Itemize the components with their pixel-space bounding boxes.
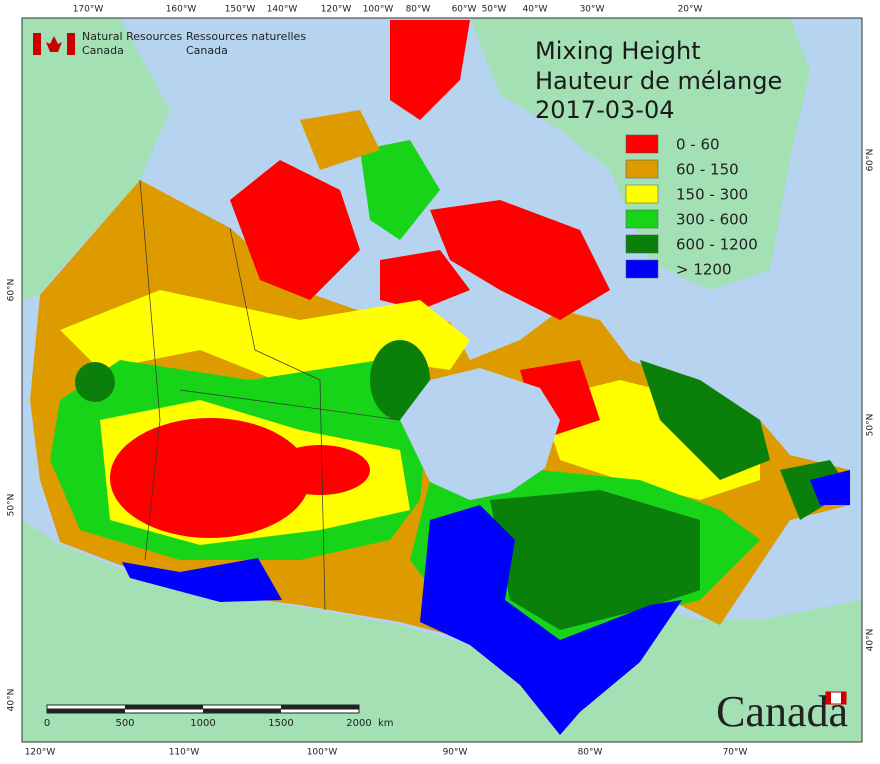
scale-bar [281,705,359,709]
arctic-island [300,110,380,170]
longitude-label: 20°W [678,5,703,15]
scale-label: 1000 [190,718,215,729]
alaska [22,18,170,300]
legend-label: 150 - 300 [676,186,748,204]
longitude-label: 80°W [406,5,431,15]
arctic-island [380,250,470,310]
zone [640,360,770,480]
arctic-island [230,160,360,300]
arctic-island [390,20,470,120]
agency-en: Canada [82,44,124,57]
scale-label: 1500 [268,718,293,729]
longitude-label: 40°W [523,5,548,15]
scale-label: 0 [44,718,50,729]
arctic-island [430,200,610,320]
longitude-label: 120°W [25,748,56,758]
flag-band [33,33,41,55]
legend-label: 600 - 1200 [676,236,758,254]
latitude-label: 60°N [7,279,17,302]
scale-label: 2000 [346,718,371,729]
greenland [470,18,810,290]
latitude-label: 40°N [866,629,876,652]
usa [22,520,862,742]
agency-fr: Canada [186,44,228,57]
agency-fr: Ressources naturelles [186,30,306,43]
zone [60,290,470,390]
title: Hauteur de mélange [535,67,782,95]
agency-en: Natural Resources [82,30,183,43]
hudson-bay [400,368,560,500]
legend-label: 300 - 600 [676,211,748,229]
legend-swatch [625,159,659,179]
longitude-label: 50°W [482,5,507,15]
latitude-label: 40°N [7,689,17,712]
longitude-label: 170°W [73,5,104,15]
longitude-label: 70°W [723,748,748,758]
legend-label: > 1200 [676,261,732,279]
latitude-label: 60°N [866,149,876,172]
longitude-label: 110°W [169,748,200,758]
legend-swatch [625,234,659,254]
wordmark-flag [841,692,846,704]
zone [810,470,850,505]
legend-label: 60 - 150 [676,161,739,179]
legend-label: 0 - 60 [676,136,720,154]
legend-swatch [625,134,659,154]
legend-swatch [625,209,659,229]
zone [490,490,700,630]
scale-label: 500 [115,718,134,729]
longitude-label: 140°W [267,5,298,15]
date: 2017-03-04 [535,96,674,124]
scale-unit: km [378,718,394,729]
zone [75,362,115,402]
arctic-island [360,140,440,240]
longitude-label: 120°W [321,5,352,15]
zone [420,505,682,735]
longitude-label: 60°W [452,5,477,15]
wordmark-flag [826,692,831,704]
scale-bar [125,705,203,709]
legend-swatch [625,259,659,279]
frame [21,17,863,743]
longitude-label: 90°W [443,748,468,758]
latitude-label: 50°N [866,414,876,437]
longitude-label: 160°W [166,5,197,15]
scale-bar [203,709,281,713]
zone [110,418,310,538]
border [139,179,161,561]
latitude-label: 50°N [7,494,17,517]
map-body [22,18,862,742]
border [229,227,326,611]
zone [270,445,370,495]
longitude-label: 80°W [578,748,603,758]
longitude-label: 150°W [225,5,256,15]
zone [122,558,282,602]
flag-band [67,33,75,55]
longitude-label: 100°W [363,5,394,15]
legend-swatch [625,184,659,204]
scale-bar [47,709,125,713]
longitude-label: 100°W [307,748,338,758]
border [179,389,401,421]
longitude-label: 30°W [580,5,605,15]
flag-leaf [46,36,62,52]
title: Mixing Height [535,37,701,65]
